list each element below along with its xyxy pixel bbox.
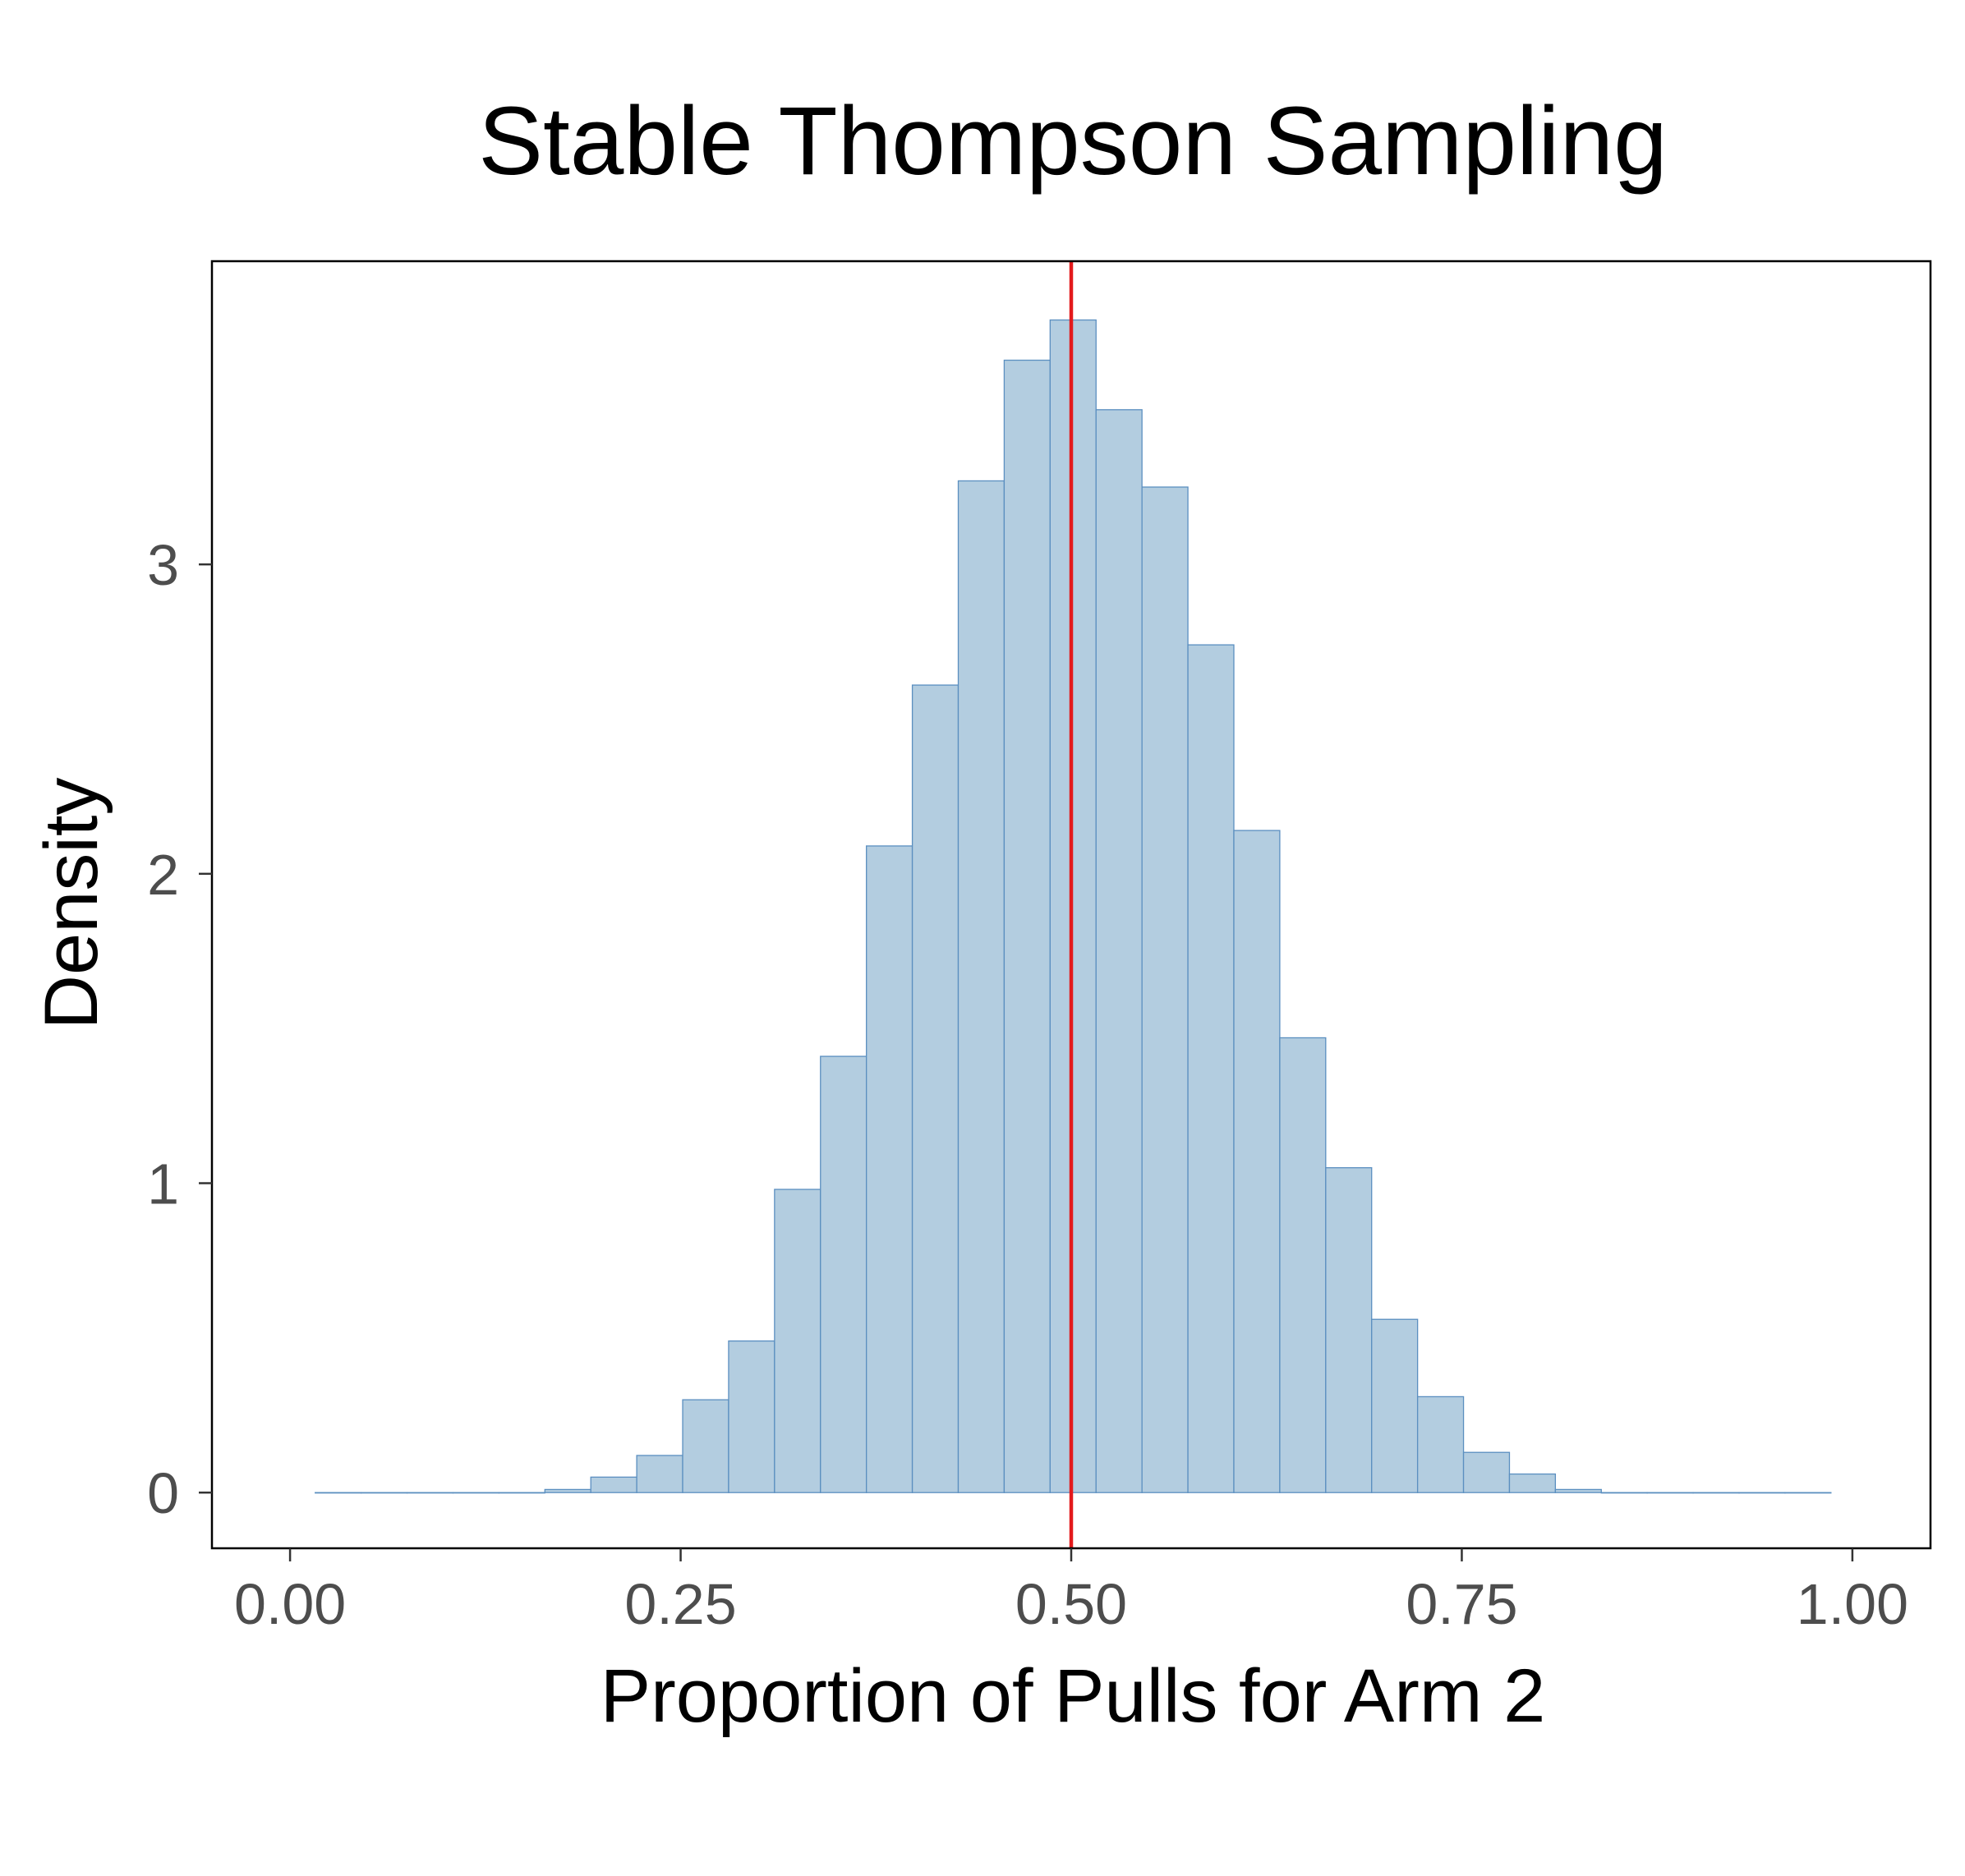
- histogram-bar: [406, 1492, 454, 1494]
- x-tick-label: 0.75: [1406, 1572, 1517, 1636]
- histogram-bar: [1416, 1396, 1465, 1493]
- histogram-bar: [544, 1488, 591, 1493]
- histogram-bar: [1554, 1488, 1602, 1493]
- histogram-bar: [1600, 1492, 1648, 1494]
- histogram-bar: [1049, 319, 1097, 1493]
- histogram-bar: [315, 1492, 362, 1494]
- histogram-bar: [1738, 1492, 1786, 1494]
- histogram-bar: [1003, 359, 1051, 1493]
- y-tick-label: 1: [147, 1152, 179, 1216]
- y-tick-label: 2: [147, 843, 179, 907]
- y-tick-label: 3: [147, 533, 179, 597]
- x-tick-label: 1.00: [1797, 1572, 1908, 1636]
- histogram-bar: [866, 845, 913, 1493]
- histogram-bar: [820, 1055, 867, 1493]
- histogram-bar: [1646, 1492, 1694, 1494]
- x-tick-label: 0.25: [624, 1572, 736, 1636]
- histogram-bar: [590, 1476, 637, 1493]
- y-tick-label: 0: [147, 1461, 179, 1525]
- histogram-bar: [774, 1189, 821, 1493]
- histogram-bar: [1187, 644, 1235, 1493]
- chart-title: Stable Thompson Sampling: [478, 87, 1667, 195]
- histogram-bar: [1141, 486, 1189, 1493]
- histogram-bar: [1325, 1167, 1373, 1493]
- histogram-bars: [315, 319, 1832, 1494]
- x-tick-label: 0.50: [1015, 1572, 1127, 1636]
- histogram-bar: [1508, 1473, 1557, 1493]
- histogram-bar: [1371, 1318, 1419, 1493]
- x-axis: 0.00 0.25 0.50 0.75 1.00: [234, 1548, 1908, 1636]
- histogram-bar: [682, 1399, 729, 1493]
- histogram-bar: [1692, 1492, 1740, 1494]
- histogram-bar: [360, 1492, 408, 1494]
- histogram-bar: [1095, 409, 1143, 1493]
- y-axis: 0 1 2 3: [147, 533, 212, 1525]
- y-axis-label: Density: [30, 778, 113, 1030]
- histogram-bar: [1784, 1492, 1832, 1494]
- histogram-bar: [728, 1340, 775, 1493]
- histogram-bar: [1279, 1037, 1327, 1493]
- histogram-bar: [1462, 1451, 1511, 1493]
- histogram-bar: [957, 480, 1006, 1493]
- histogram-bar: [1233, 830, 1281, 1493]
- histogram-bar: [911, 684, 959, 1493]
- histogram-bar: [452, 1492, 500, 1494]
- x-axis-label: Proportion of Pulls for Arm 2: [601, 1654, 1546, 1738]
- x-tick-label: 0.00: [234, 1572, 346, 1636]
- histogram-bar: [498, 1492, 545, 1494]
- histogram-bar: [636, 1455, 683, 1493]
